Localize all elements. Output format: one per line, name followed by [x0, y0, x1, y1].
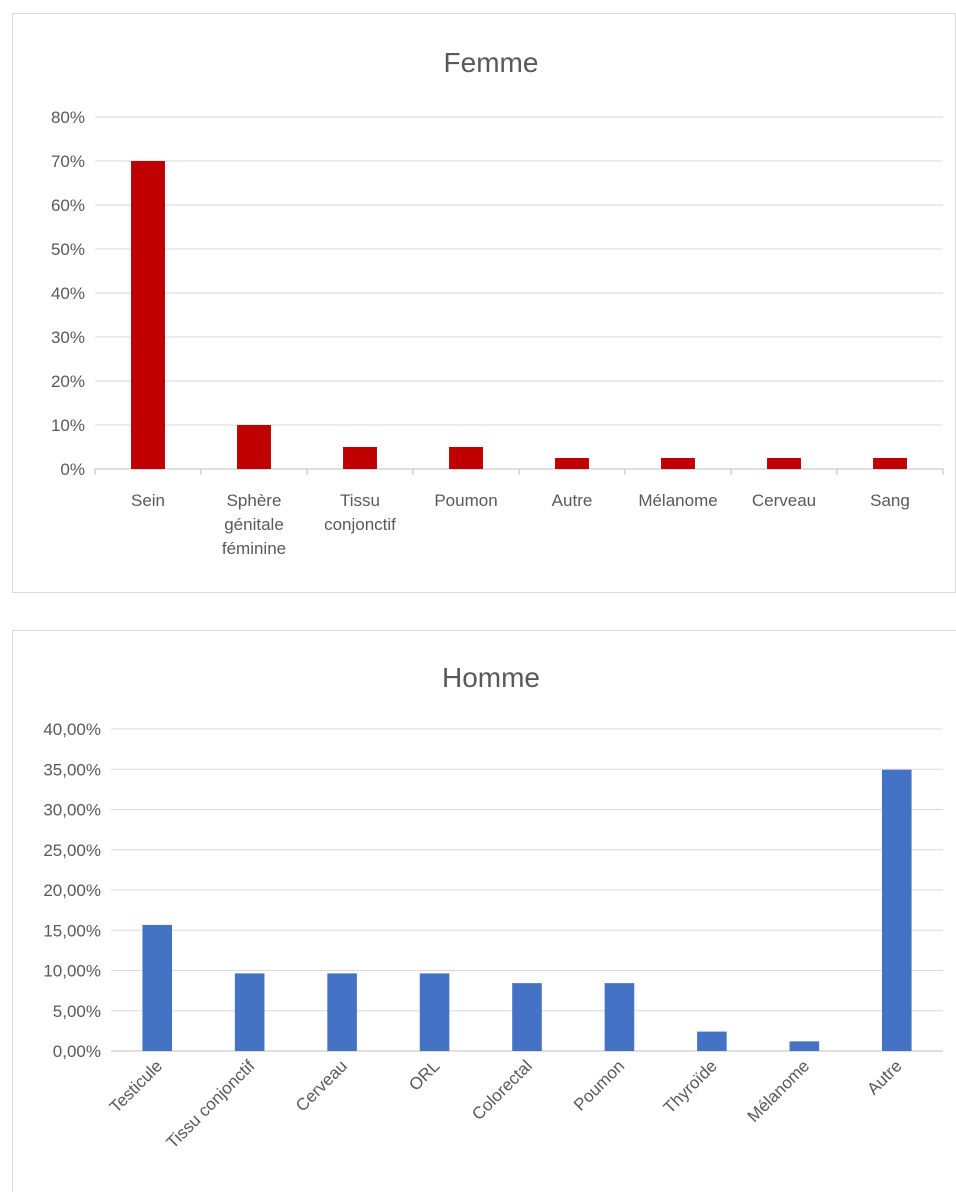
x-tick-label: Sphère [227, 491, 282, 510]
y-tick-label: 35,00% [43, 760, 101, 779]
chart-title: Homme [442, 662, 540, 693]
bar [131, 161, 165, 469]
x-tick-label: Poumon [434, 491, 497, 510]
bar [661, 458, 695, 469]
x-tick-label: féminine [222, 539, 286, 558]
x-tick-label: Autre [552, 491, 593, 510]
y-tick-label: 10,00% [43, 962, 101, 981]
bar [555, 458, 589, 469]
chart-homme-svg: Homme 0,00% 5,00% 10,00% 15,00% 20,00% 25,00%… [43, 662, 943, 1152]
chart-femme-svg: Femme 0% 10% 20% 30% 40% 50% 60% 70% 80% Sein Sphè… [51, 47, 944, 558]
x-tick-label: Autre [863, 1056, 905, 1098]
bar [234, 973, 265, 1051]
bar [789, 1041, 820, 1051]
bar [873, 458, 907, 469]
x-tick-label: Mélanome [744, 1056, 814, 1126]
x-tick-label: Poumon [570, 1056, 628, 1114]
bar [327, 973, 357, 1051]
bar [419, 973, 450, 1051]
x-tick-label: Mélanome [638, 491, 717, 510]
x-tick-label: Tissu [340, 491, 380, 510]
x-tick-label: Thyroïde [660, 1056, 721, 1117]
bar [142, 924, 173, 1051]
x-tick-label: Sein [131, 491, 165, 510]
bar [512, 983, 542, 1051]
y-tick-label: 5,00% [53, 1002, 101, 1021]
x-tick-label: Sang [870, 491, 910, 510]
bar [604, 983, 635, 1051]
bar [767, 458, 801, 469]
y-tick-label: 70% [51, 152, 85, 171]
bar [697, 1031, 727, 1051]
chart-femme: Femme 0% 10% 20% 30% 40% 50% 60% 70% 80% Sein Sphè… [12, 13, 956, 593]
y-tick-label: 10% [51, 416, 85, 435]
x-tick-label: Cerveau [292, 1056, 351, 1115]
y-tick-label: 30% [51, 328, 85, 347]
y-tick-label: 30,00% [43, 801, 101, 820]
y-tick-label: 60% [51, 196, 85, 215]
y-tick-label: 20% [51, 372, 85, 391]
y-tick-label: 40% [51, 284, 85, 303]
bar [237, 425, 271, 469]
x-tick-label: Testicule [106, 1056, 166, 1116]
bar [343, 447, 377, 469]
y-tick-label: 40,00% [43, 720, 101, 739]
x-tick-label: ORL [405, 1056, 443, 1094]
x-tick-label: Cerveau [752, 491, 816, 510]
chart-homme: Homme 0,00% 5,00% 10,00% 15,00% 20,00% 25,00%… [12, 630, 956, 1192]
x-tick-label: Colorectal [468, 1056, 536, 1124]
y-tick-label: 0% [60, 460, 85, 479]
chart-title: Femme [444, 47, 539, 78]
x-tick-label: Tissu conjonctif [163, 1056, 259, 1152]
y-tick-label: 80% [51, 108, 85, 127]
x-tick-label: génitale [224, 515, 284, 534]
y-tick-label: 0,00% [53, 1042, 101, 1061]
x-tick-label: conjonctif [324, 515, 396, 534]
bar [881, 769, 912, 1051]
bar [449, 447, 483, 469]
y-tick-label: 50% [51, 240, 85, 259]
y-tick-label: 20,00% [43, 881, 101, 900]
y-tick-label: 15,00% [43, 921, 101, 940]
y-tick-label: 25,00% [43, 841, 101, 860]
